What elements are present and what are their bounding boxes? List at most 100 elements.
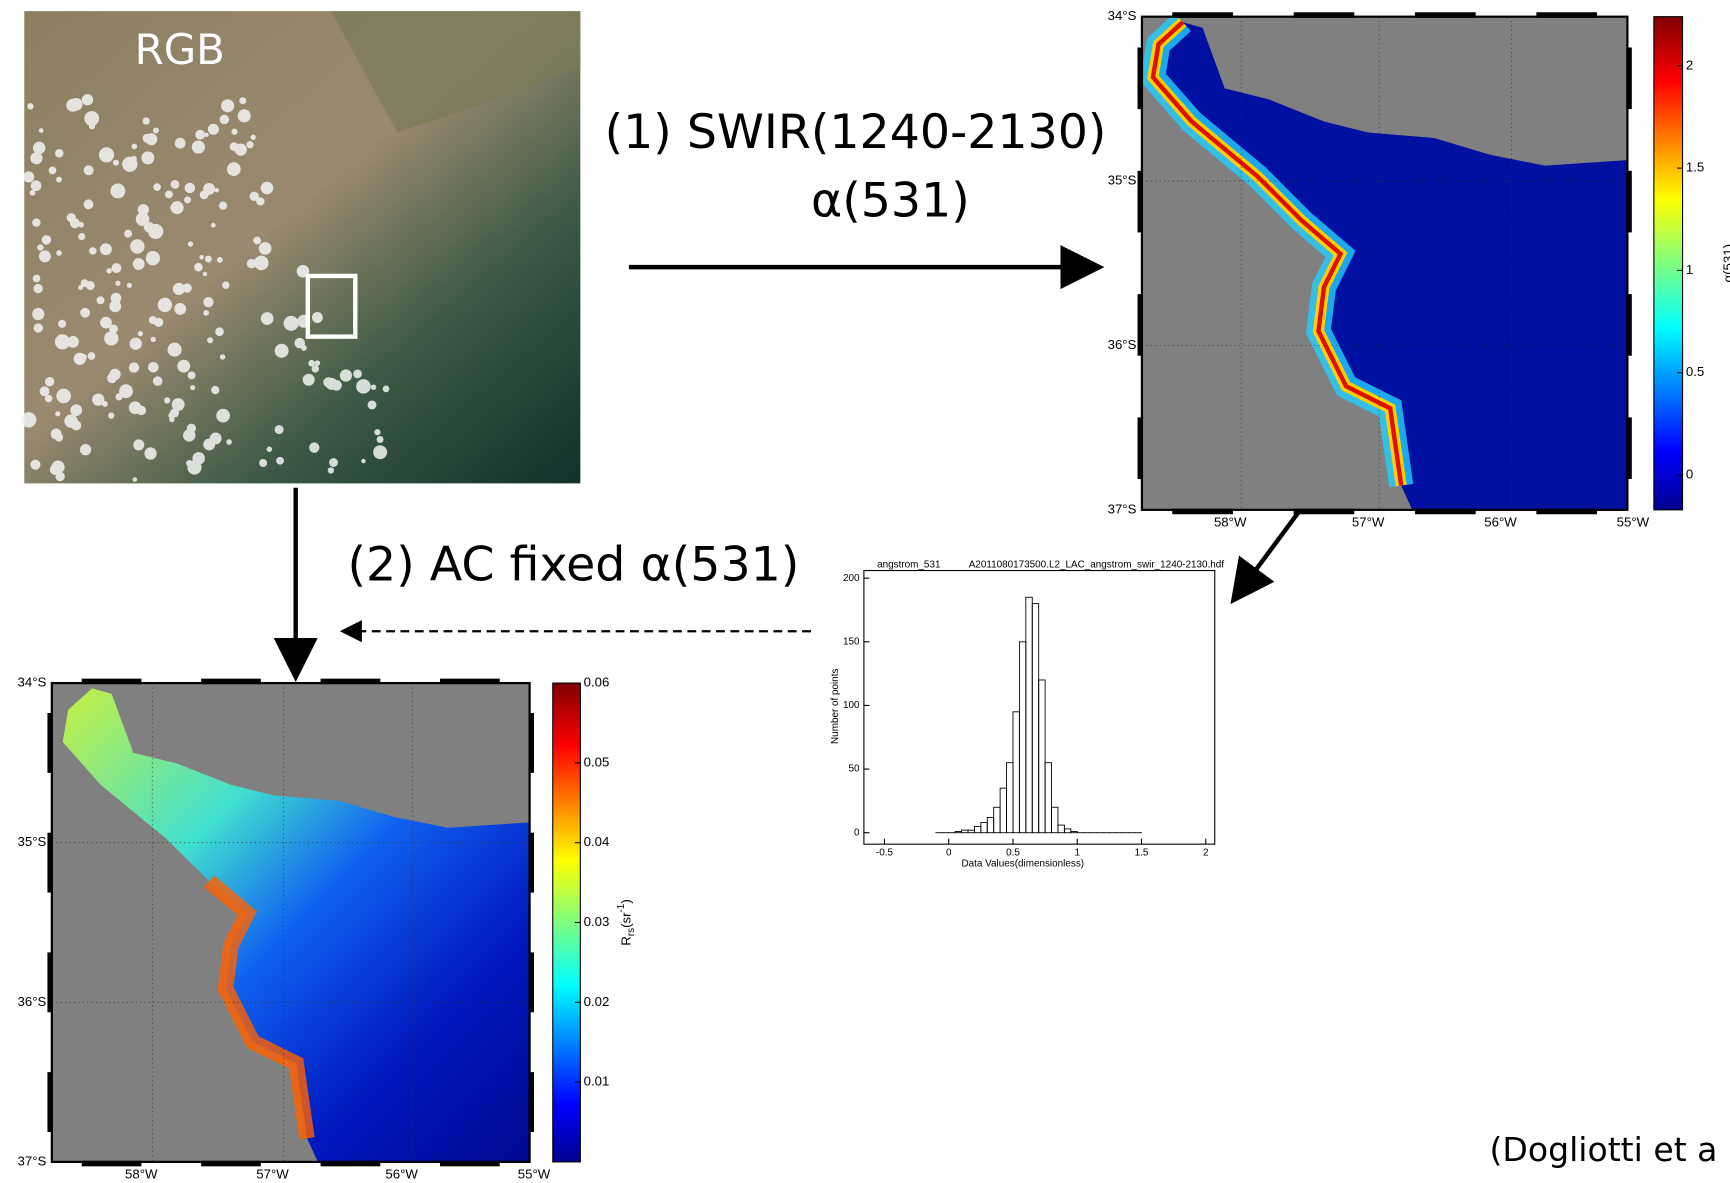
cloud	[48, 166, 57, 175]
cloud	[32, 274, 41, 283]
cloud	[203, 310, 209, 316]
frame-tick	[528, 713, 535, 773]
cloud	[207, 337, 214, 344]
cloud	[32, 307, 45, 321]
lat-label: 34°S	[1108, 8, 1137, 23]
cloud	[169, 408, 180, 418]
lat-label: 36°S	[1108, 337, 1137, 352]
cloud	[111, 263, 122, 274]
x-axis-label: Data Values(dimensionless)	[961, 859, 1084, 870]
histogram-bar	[1044, 762, 1052, 834]
cloud	[55, 176, 62, 183]
cloud	[98, 147, 115, 163]
colorbar-tick-label: 0.01	[584, 1074, 610, 1089]
cloud	[219, 354, 226, 360]
frame-tick	[1415, 12, 1476, 18]
cloud	[78, 232, 86, 241]
cloud	[376, 436, 384, 443]
cloud	[195, 129, 206, 140]
cloud	[327, 467, 335, 474]
cloud	[187, 241, 194, 247]
cloud	[88, 123, 96, 130]
cloud	[54, 148, 64, 158]
map-frame	[1140, 15, 1629, 511]
histogram-background	[821, 551, 1225, 872]
cloud	[32, 141, 46, 155]
plot-frame	[863, 569, 1216, 845]
cloud	[115, 393, 123, 401]
histogram-bar	[1063, 828, 1072, 834]
cloud	[108, 412, 115, 419]
cloud	[209, 432, 222, 445]
cloud	[246, 258, 257, 269]
cloud	[133, 439, 145, 451]
cloud	[227, 162, 241, 176]
cloud	[132, 477, 138, 482]
frame-tick	[201, 1160, 261, 1167]
cloud	[164, 397, 171, 404]
lon-label: 58°W	[1214, 515, 1247, 530]
x-tick-label: 0.5	[1006, 848, 1020, 859]
cloud	[56, 250, 62, 256]
colorbar-tick-label: 0	[1686, 467, 1693, 482]
frame-tick	[1415, 508, 1476, 515]
cloud	[311, 312, 323, 323]
cloud	[66, 213, 76, 223]
cloud	[79, 444, 92, 456]
cloud	[112, 159, 119, 166]
cloud	[109, 324, 118, 334]
cloud	[70, 404, 83, 417]
lon-label: 55°W	[1617, 515, 1650, 530]
colorbar-label: α(531)	[1720, 244, 1730, 283]
cloud	[207, 123, 219, 135]
y-tick-label: 50	[848, 764, 860, 775]
colorbar-label-part: )	[618, 899, 633, 903]
cloud	[58, 319, 67, 328]
cloud	[67, 336, 79, 348]
cloud	[109, 300, 122, 313]
cloud	[339, 369, 353, 382]
frame-tick	[440, 1160, 500, 1167]
lat-label: 35°S	[1108, 173, 1137, 188]
cloud	[92, 393, 105, 406]
cloud	[231, 128, 238, 135]
cloud	[167, 342, 182, 357]
cloud	[131, 143, 138, 150]
frame-tick	[1626, 47, 1632, 110]
cloud	[110, 183, 126, 199]
x-tick-label: 1.5	[1135, 848, 1149, 859]
cloud	[367, 400, 377, 410]
cloud	[23, 171, 35, 183]
lat-label: 37°S	[1108, 501, 1137, 516]
frame-tick	[1626, 294, 1632, 356]
colorbar-tick-label: 1	[1686, 262, 1693, 277]
cloud	[249, 191, 259, 201]
cloud	[129, 337, 142, 350]
water	[1152, 22, 1628, 510]
lat-label: 35°S	[18, 834, 47, 849]
y-axis-label: Number of points	[830, 668, 841, 743]
cloud	[214, 188, 220, 193]
cloud	[38, 250, 51, 263]
cloud	[218, 201, 228, 210]
cloud	[170, 180, 180, 189]
cloud	[211, 385, 220, 395]
cloud	[217, 257, 223, 263]
cloud	[204, 255, 212, 263]
cloud	[56, 388, 71, 404]
cloud	[78, 284, 84, 290]
colorbar-label-part: -1	[616, 903, 627, 912]
cloud	[51, 460, 65, 474]
x-tick-label: 0	[946, 848, 952, 859]
cloud	[314, 360, 321, 366]
cloud	[199, 190, 209, 200]
map-frame	[50, 681, 531, 1164]
cloud	[309, 442, 320, 453]
cloud	[253, 236, 261, 245]
frame-tick	[1293, 12, 1355, 18]
cloud	[145, 251, 161, 266]
cloud	[172, 282, 186, 295]
frame-tick	[440, 678, 500, 685]
colorbar-tick-label: 2	[1686, 57, 1693, 72]
cloud	[258, 242, 272, 255]
